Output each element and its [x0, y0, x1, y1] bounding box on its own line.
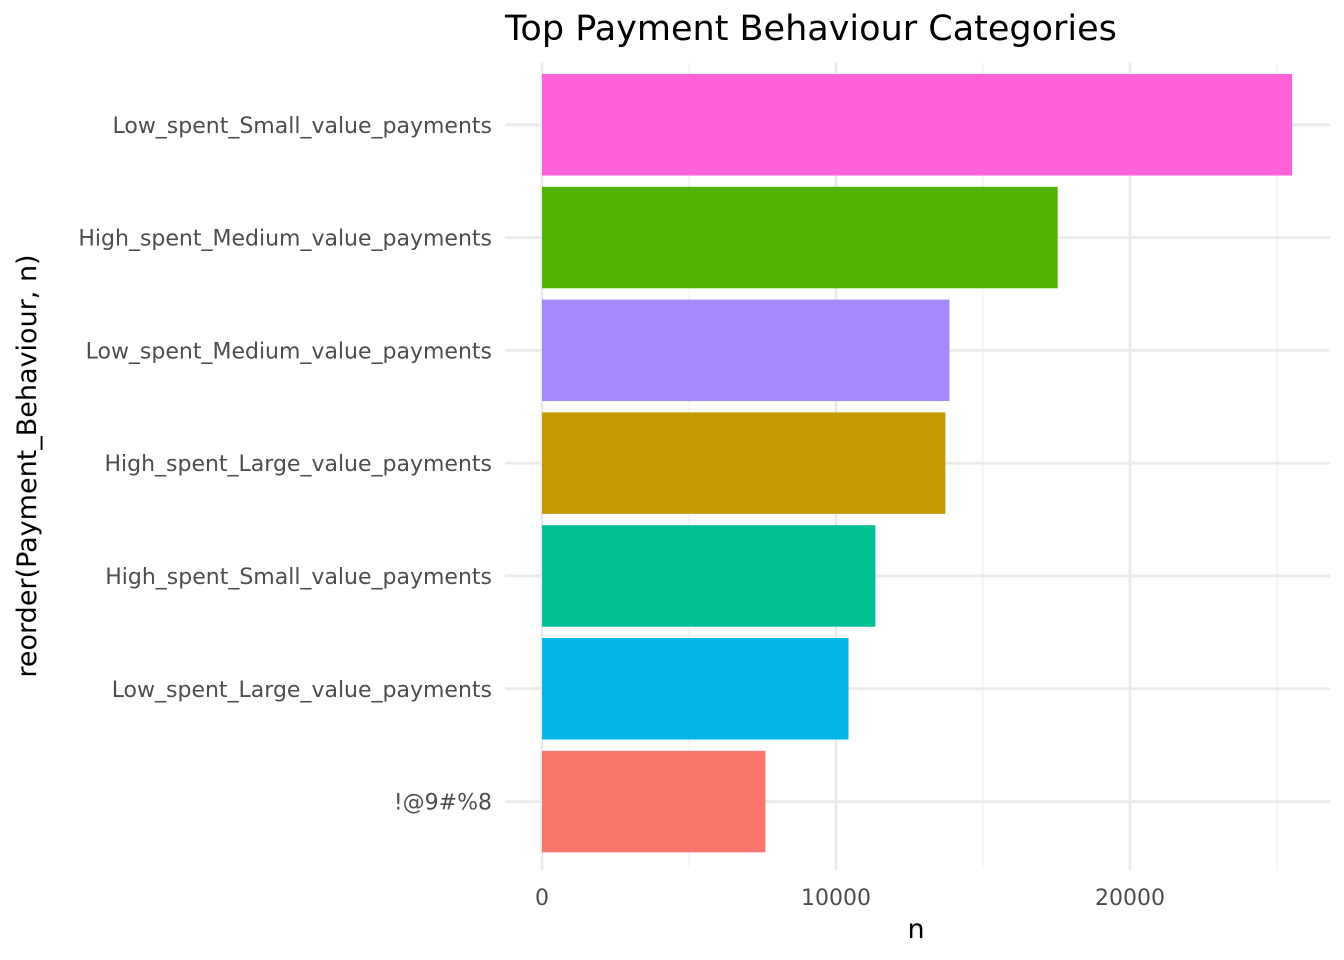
x-tick-labels: 0 10000 20000 [535, 886, 1165, 911]
y-tick-label: !@9#%8 [394, 791, 492, 816]
x-axis-title: n [907, 914, 924, 945]
bar [542, 750, 766, 853]
y-tick-label: Low_spent_Small_value_payments [112, 114, 492, 139]
y-tick-label: Low_spent_Medium_value_payments [86, 339, 492, 364]
bar [542, 638, 849, 740]
bar [542, 525, 876, 627]
bars [542, 74, 1293, 853]
y-tick-labels: Low_spent_Small_value_payments High_spent… [78, 114, 492, 816]
y-axis-title: reorder(Payment_Behaviour, n) [12, 254, 43, 677]
x-tick-label: 10000 [801, 886, 871, 911]
bar [542, 299, 950, 402]
bar [542, 74, 1293, 176]
bar [542, 412, 946, 514]
x-tick-label: 0 [535, 886, 549, 911]
y-tick-label: High_spent_Small_value_payments [105, 565, 492, 590]
y-tick-label: High_spent_Medium_value_payments [78, 227, 492, 252]
x-tick-label: 20000 [1095, 886, 1165, 911]
bar [542, 186, 1058, 289]
y-tick-label: Low_spent_Large_value_payments [112, 678, 492, 703]
y-tick-label: High_spent_Large_value_payments [104, 452, 492, 477]
chart-title: Top Payment Behaviour Categories [504, 9, 1117, 49]
